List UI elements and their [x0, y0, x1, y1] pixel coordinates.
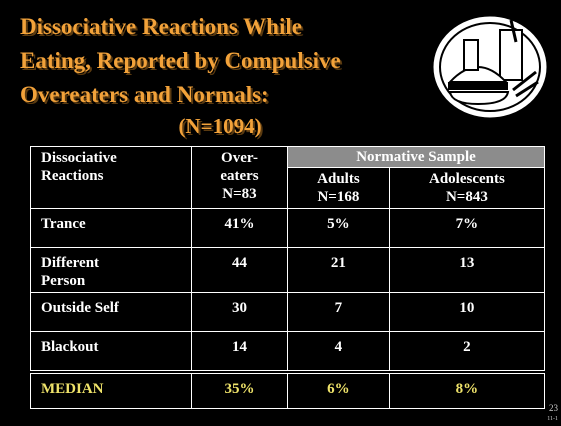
table-cell: 30 — [192, 293, 288, 332]
title-line: Eating, Reported by Compulsive — [20, 44, 440, 78]
subtitle: (N=1094) — [170, 114, 270, 139]
table-row: Trance 41%5%7% — [31, 209, 545, 248]
cell-text: Blackout — [41, 339, 99, 355]
table-cell: 35% — [192, 372, 288, 409]
table-cell: 6% — [288, 372, 390, 409]
cell-text: N=83 — [222, 186, 256, 202]
cell-text: N=843 — [446, 189, 488, 205]
header-cell: Adults N=168 — [288, 168, 390, 209]
cell-text: Over- — [221, 150, 258, 166]
title-line: Dissociative Reactions While — [20, 10, 440, 44]
page-number-text: 23 — [549, 403, 558, 413]
page-number: 23 11-1 — [547, 404, 558, 424]
cell-text: N=168 — [317, 189, 359, 205]
table-cell: 41% — [192, 209, 288, 248]
table-cell: 8% — [389, 372, 544, 409]
title-line: Overeaters and Normals: — [20, 78, 440, 112]
row-label: MEDIAN — [31, 372, 192, 409]
table-cell: 2 — [389, 332, 544, 373]
cell-text: eaters — [220, 168, 258, 184]
table-cell: 21 — [288, 248, 390, 293]
cell-text: Different — [41, 255, 99, 271]
cell-text: Trance — [41, 216, 86, 232]
table-cell: 13 — [389, 248, 544, 293]
table-cell: 5% — [288, 209, 390, 248]
header-cell: Adolescents N=843 — [389, 168, 544, 209]
cell-text: Adults — [317, 171, 360, 187]
cell-text: Outside Self — [41, 300, 119, 316]
row-label: Blackout — [31, 332, 192, 373]
table-cell: 44 — [192, 248, 288, 293]
table-cell: 4 — [288, 332, 390, 373]
group-header: Normative Sample — [288, 147, 545, 168]
cell-text: Dissociative — [41, 150, 117, 166]
clip-art — [428, 12, 553, 122]
header-cell: Dissociative Reactions — [31, 147, 192, 209]
row-label: Trance — [31, 209, 192, 248]
row-label: Different Person — [31, 248, 192, 293]
table-cell: 14 — [192, 332, 288, 373]
cell-text: Person — [41, 273, 85, 289]
page-code: 11-1 — [547, 416, 558, 422]
slide: {"title_lines": ["Dissociative Reactions… — [0, 0, 561, 426]
table-cell: 7 — [288, 293, 390, 332]
data-table: Dissociative Reactions Over-eaters N=83 Norm… — [30, 146, 545, 409]
cell-text: Reactions — [41, 168, 104, 184]
row-label: Outside Self — [31, 293, 192, 332]
table-cell: 7% — [389, 209, 544, 248]
header-cell: Over-eaters N=83 — [192, 147, 288, 209]
table-cell: 10 — [389, 293, 544, 332]
cell-text: Adolescents — [429, 171, 505, 187]
